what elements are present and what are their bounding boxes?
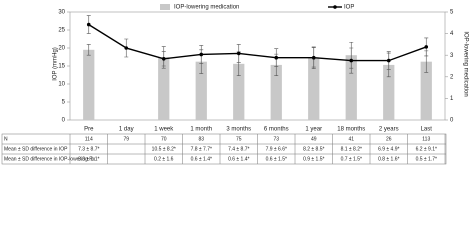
table-cell: 79 (123, 136, 129, 142)
y2-tick-label: 4 (450, 31, 454, 37)
table-cell: 113 (422, 136, 430, 142)
y-tick-label: 30 (58, 10, 65, 16)
table-cell: 7.3 ± 8.7* (78, 146, 99, 152)
table-cell: 3.3 ± 1.1* (78, 156, 99, 162)
legend-swatch (160, 4, 170, 10)
table-cell: 26 (386, 136, 392, 142)
error-bar (86, 44, 91, 56)
y2-tick-label: 2 (450, 74, 454, 80)
table-cell: 75 (236, 136, 242, 142)
legend-swatch (333, 5, 337, 9)
x-tick-label: 18 months (337, 127, 365, 133)
bar (195, 61, 207, 120)
bar (233, 63, 245, 120)
bar (158, 57, 170, 120)
line (88, 24, 427, 62)
y2-tick-label: 3 (450, 53, 454, 59)
bar (383, 64, 395, 120)
table-cell: 49 (311, 136, 317, 142)
point (124, 46, 129, 50)
x-tick-label: 1 week (154, 127, 174, 133)
y-axis-label: IOP (mmHg) (53, 47, 59, 81)
table-cell: 0.2 ± 1.6 (154, 156, 174, 162)
y-tick-label: 15 (58, 64, 65, 70)
point (386, 58, 391, 63)
x-tick-label: Last (421, 127, 433, 133)
table-cell: 10.5 ± 8.2* (152, 146, 176, 152)
table-cell: 0.9 ± 1.5* (303, 156, 324, 162)
table-cell: 8.2 ± 8.5* (303, 146, 324, 152)
x-tick-label: 3 months (226, 127, 251, 133)
x-tick-label: 6 months (264, 127, 289, 133)
table-frame (1, 133, 447, 165)
x-tick-label: 1 year (305, 127, 322, 133)
chart: IOP (mmHg) IOP-lowering medication 05101… (1, 4, 468, 165)
row-label: N (4, 136, 8, 142)
point (274, 55, 279, 60)
point (311, 55, 316, 60)
point (424, 45, 429, 49)
y2-tick-label: 5 (450, 10, 454, 16)
table-cell: 0.7 ± 1.5* (341, 156, 362, 162)
table: N 114 79 70 83 75 73 49 41 26 113 Mean ± SD differe… (1, 133, 447, 165)
table-cell: 8.1 ± 8.2* (341, 146, 362, 152)
y-tick-label: 0 (62, 118, 66, 124)
y-tick-label: 10 (58, 82, 65, 88)
table-cell: 6.2 ± 9.1* (416, 146, 437, 152)
y-tick-label: 20 (58, 46, 65, 52)
bar (308, 57, 320, 120)
table-cell: 83 (198, 136, 204, 142)
table-cell: 73 (273, 136, 279, 142)
x-tick-label: Pre (84, 127, 94, 133)
y2-tick-label: 0 (450, 118, 454, 124)
point (349, 58, 354, 63)
legend-label: IOP-lowering medication (174, 5, 239, 11)
table-cell: 114 (85, 136, 93, 142)
table-cell: 7.8 ± 7.7* (191, 146, 212, 152)
x-tick-label: 1 day (119, 127, 134, 133)
y2-axis-label: IOP-lowering medication (462, 31, 468, 96)
point (199, 52, 204, 57)
table-cell: 0.8 ± 1.6* (378, 156, 399, 162)
legend-label: IOP (344, 5, 354, 11)
row-label: Mean ± SD difference in IOP (4, 146, 68, 152)
point (86, 22, 91, 27)
table-cell: 7.9 ± 6.6* (266, 146, 287, 152)
table-cell: 6.9 ± 4.9* (378, 146, 399, 152)
y-tick-label: 5 (62, 100, 66, 106)
point (236, 51, 241, 56)
table-cell: 0.6 ± 1.4* (191, 156, 212, 162)
bar (420, 61, 432, 120)
bar (270, 64, 282, 120)
table-cell: 70 (161, 136, 167, 142)
x-tick-label: 1 month (190, 127, 212, 133)
bar (83, 49, 95, 120)
y2-tick-label: 1 (450, 96, 454, 102)
table-cell: 0.6 ± 1.5* (266, 156, 287, 162)
row-label: Mean ± SD difference in IOP-lowering Rx (4, 156, 96, 162)
point (161, 57, 166, 61)
table-cell: 7.4 ± 8.7* (228, 146, 249, 152)
table-cell: 41 (348, 136, 354, 142)
y-tick-label: 25 (58, 28, 65, 34)
x-tick-label: 2 years (379, 127, 399, 133)
table-cell: 0.6 ± 1.4* (228, 156, 249, 162)
bar (345, 55, 357, 121)
table-cell: 0.5 ± 1.7* (416, 156, 437, 162)
